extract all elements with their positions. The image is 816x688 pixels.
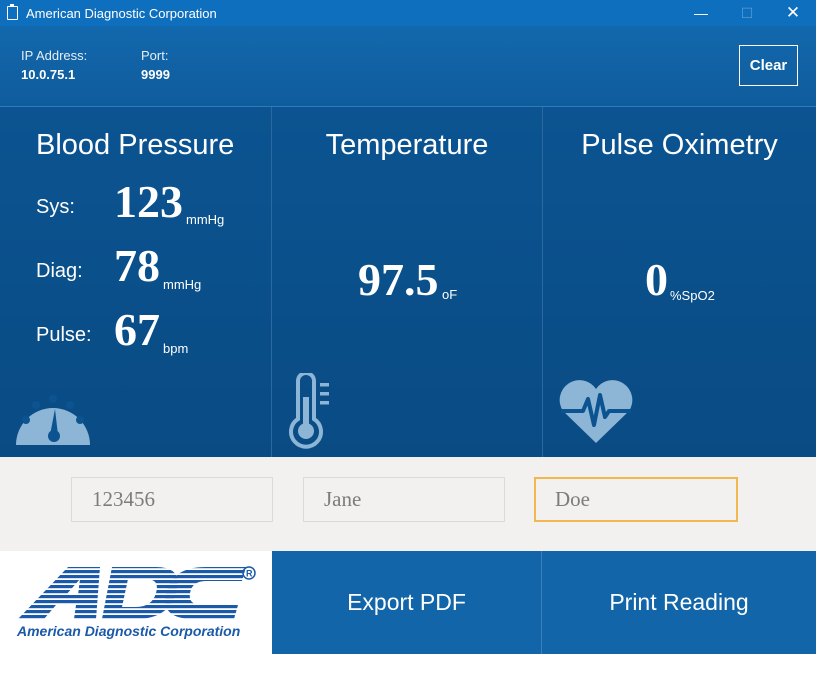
window-title: American Diagnostic Corporation bbox=[26, 6, 217, 21]
company-logo: R American Diagnostic Corporation bbox=[0, 551, 272, 654]
maximize-button[interactable]: ☐ bbox=[740, 5, 754, 21]
patient-id-field[interactable]: 123456 bbox=[71, 477, 273, 522]
adc-logo-mark: R bbox=[18, 566, 256, 619]
port-value: 9999 bbox=[141, 67, 170, 82]
ip-address-value: 10.0.75.1 bbox=[21, 67, 76, 82]
spo2-value: 0 bbox=[645, 254, 668, 305]
clear-button[interactable]: Clear bbox=[739, 45, 798, 86]
export-pdf-button[interactable]: Export PDF bbox=[272, 551, 542, 654]
title-bar: American Diagnostic Corporation — ☐ ✕ bbox=[0, 0, 816, 26]
minimize-button[interactable]: — bbox=[694, 5, 708, 21]
clipboard-icon bbox=[7, 4, 18, 20]
sys-label: Sys: bbox=[36, 196, 75, 218]
bottom-bar: R American Diagnostic Corporation Export… bbox=[0, 551, 816, 654]
svg-text:R: R bbox=[246, 569, 253, 579]
diag-value: 78 bbox=[114, 240, 160, 291]
readings-area: Blood Pressure Sys: 123 mmHg Diag: 78 mm… bbox=[0, 107, 816, 457]
port-label: Port: bbox=[141, 48, 169, 63]
sys-value: 123 bbox=[114, 176, 183, 227]
blood-pressure-title: Blood Pressure bbox=[36, 129, 235, 161]
close-button[interactable]: ✕ bbox=[785, 3, 801, 22]
thermometer-icon bbox=[289, 373, 329, 449]
patient-info-bar: 123456 Jane Doe bbox=[0, 457, 816, 551]
first-name-field[interactable]: Jane bbox=[303, 477, 505, 522]
sys-unit: mmHg bbox=[186, 212, 225, 227]
gauge-icon bbox=[16, 395, 90, 445]
last-name-field[interactable]: Doe bbox=[534, 477, 738, 522]
diag-label: Diag: bbox=[36, 260, 83, 282]
print-reading-button[interactable]: Print Reading bbox=[542, 551, 816, 654]
diag-unit: mmHg bbox=[163, 277, 202, 292]
pulse-label: Pulse: bbox=[36, 324, 92, 346]
connection-header: IP Address: 10.0.75.1 Port: 9999 Clear bbox=[0, 26, 816, 107]
pulse-oximetry-title: Pulse Oximetry bbox=[581, 129, 778, 161]
temperature-value: 97.5 bbox=[358, 254, 439, 305]
spo2-unit: %SpO2 bbox=[670, 288, 715, 303]
ip-address-label: IP Address: bbox=[21, 48, 88, 63]
pulse-value: 67 bbox=[114, 304, 160, 355]
window-footer bbox=[0, 654, 816, 688]
logo-text: American Diagnostic Corporation bbox=[17, 623, 241, 639]
blood-pressure-panel: Blood Pressure Sys: 123 mmHg Diag: 78 mm… bbox=[0, 107, 272, 457]
pulse-oximetry-panel: Pulse Oximetry 0 %SpO2 bbox=[543, 107, 816, 457]
temperature-title: Temperature bbox=[325, 129, 489, 161]
heart-pulse-icon bbox=[559, 380, 633, 443]
pulse-unit: bpm bbox=[163, 341, 189, 356]
temperature-panel: Temperature 97.5 oF bbox=[272, 107, 543, 457]
temperature-unit: oF bbox=[442, 287, 458, 302]
